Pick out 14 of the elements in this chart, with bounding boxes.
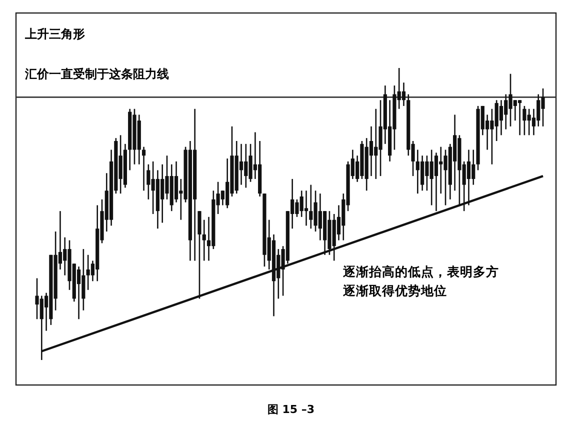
candlestick — [304, 190, 308, 226]
chart-title: 上升三角形 — [24, 27, 85, 41]
annotation: 汇价一直受制于这条阻力线 — [24, 67, 169, 81]
candlestick — [402, 82, 406, 107]
candlestick — [202, 219, 206, 262]
candlestick — [499, 99, 504, 136]
candlestick — [142, 146, 146, 192]
annotation: 逐渐抬高的低点，表明多方逐渐取得优势地位 — [342, 264, 499, 298]
candlestick — [174, 160, 178, 203]
caption: 图 15 –3 — [267, 403, 315, 416]
candlestick — [76, 266, 81, 320]
candlestick — [369, 126, 374, 177]
candlestick — [198, 210, 202, 300]
candlestick — [518, 99, 522, 136]
